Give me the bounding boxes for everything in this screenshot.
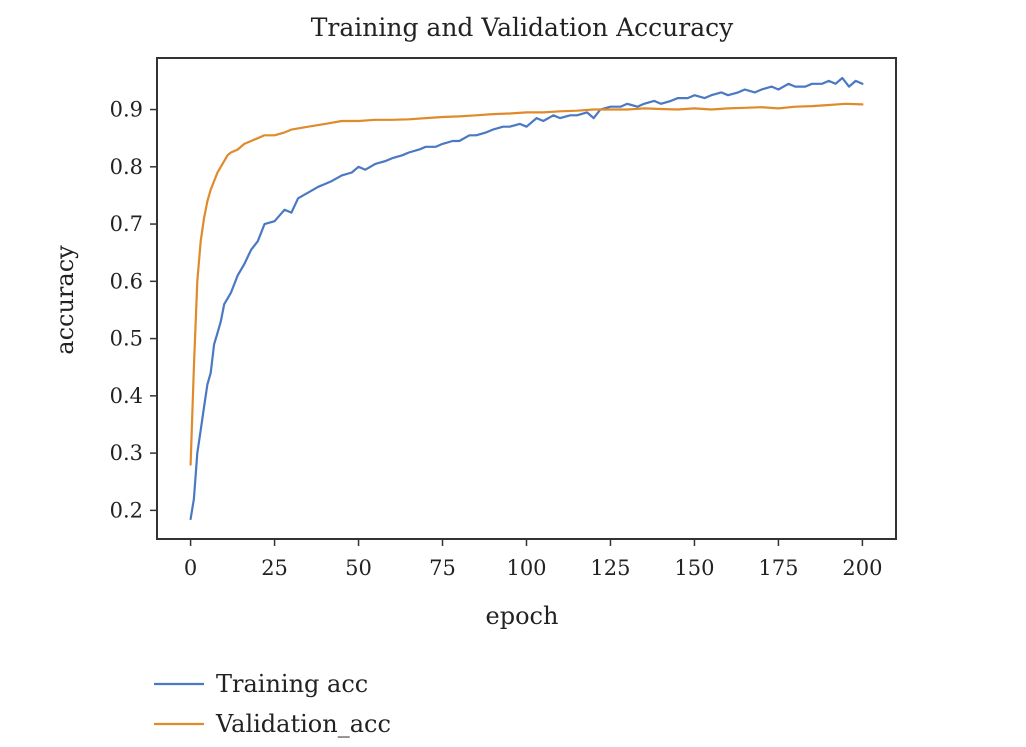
x-tick-label: 0 (184, 556, 197, 580)
y-tick-label: 0.4 (110, 384, 143, 408)
x-tick-label: 125 (590, 556, 630, 580)
x-tick-label: 50 (345, 556, 372, 580)
legend-label-0: Training acc (216, 670, 368, 698)
legend-label-1: Validation_acc (215, 710, 391, 738)
y-tick-label: 0.8 (110, 155, 143, 179)
series-line-0 (189, 76, 864, 521)
y-tick-label: 0.7 (110, 212, 143, 236)
x-axis-ticks: 0 25 50 75 100 125 150 175 200 (184, 539, 882, 580)
x-axis-label: epoch (486, 602, 559, 630)
x-tick-label: 150 (674, 556, 714, 580)
x-tick-label: 25 (261, 556, 288, 580)
chart-title: Training and Validation Accuracy (311, 13, 734, 42)
legend: Training acc Validation_acc (154, 670, 391, 738)
y-tick-label: 0.6 (110, 269, 143, 293)
y-tick-label: 0.3 (110, 441, 143, 465)
x-tick-label: 200 (842, 556, 882, 580)
x-tick-label: 175 (758, 556, 798, 580)
y-tick-label: 0.2 (110, 498, 143, 522)
y-tick-label: 0.9 (110, 98, 143, 122)
x-tick-label: 75 (429, 556, 456, 580)
plot-frame (156, 57, 897, 540)
y-tick-label: 0.5 (110, 327, 143, 351)
series-lines (189, 76, 864, 521)
y-axis-label: accuracy (51, 245, 79, 355)
y-axis-ticks: 0.2 0.3 0.4 0.5 0.6 0.7 0.8 0.9 (110, 98, 157, 522)
x-tick-label: 100 (506, 556, 546, 580)
series-line-1 (189, 102, 864, 466)
